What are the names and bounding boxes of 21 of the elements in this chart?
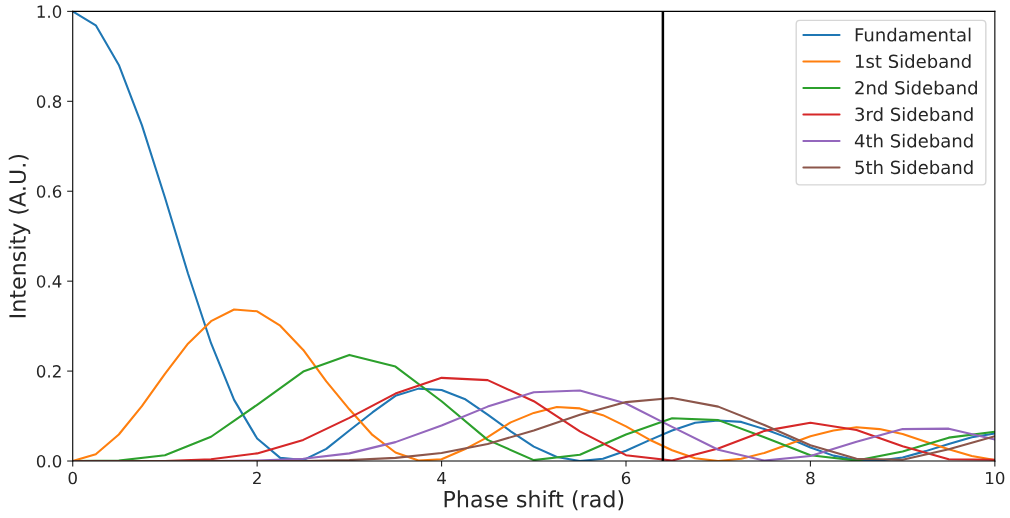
y-tick-label: 1.0 xyxy=(37,5,62,18)
x-tick-label: 10 xyxy=(986,471,1005,485)
y-tick-label: 0.4 xyxy=(36,275,62,288)
legend-label: 1st Sideband xyxy=(855,54,971,69)
legend-label: 4th Sideband xyxy=(854,133,973,148)
x-axis-title: Phase shift (rad) xyxy=(444,490,624,511)
x-tick-label: 6 xyxy=(621,471,631,485)
y-tick-label: 0.6 xyxy=(36,185,62,198)
y-tick-label: 0.0 xyxy=(36,454,62,468)
legend-label: Fundamental xyxy=(855,27,971,42)
y-axis-title: Intensity (A.U.) xyxy=(8,154,31,318)
line-series xyxy=(72,11,995,462)
legend-label: 3rd Sideband xyxy=(855,107,973,122)
x-tick-label: 8 xyxy=(806,471,815,485)
x-tick-label: 2 xyxy=(253,471,261,485)
y-tick-label: 0.2 xyxy=(36,365,61,378)
x-tick-label: 0 xyxy=(68,471,77,485)
x-tick-label: 4 xyxy=(437,471,446,485)
legend-label: 2nd Sideband xyxy=(855,80,977,95)
legend-label: 5th Sideband xyxy=(855,160,973,175)
y-tick-label: 0.8 xyxy=(36,95,62,108)
